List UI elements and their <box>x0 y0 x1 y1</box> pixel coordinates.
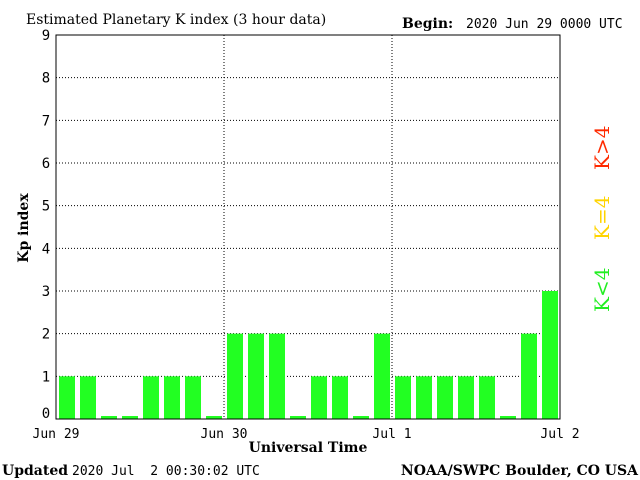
y-tick-label: 0 <box>42 406 50 422</box>
bar <box>353 416 369 419</box>
y-tick-label: 9 <box>42 28 50 44</box>
y-tick-label: 7 <box>42 113 50 129</box>
plot-frame <box>55 34 561 420</box>
bar <box>416 376 432 419</box>
y-tick-label: 3 <box>42 284 50 300</box>
bar <box>227 333 243 419</box>
bar <box>164 376 180 419</box>
x-tick-label: Jul 2 <box>540 427 579 442</box>
legend-mid: K=4 <box>590 196 614 240</box>
legend: K>4 K=4 K<4 <box>590 126 614 312</box>
y-tick-label: 1 <box>42 369 50 385</box>
x-tick-label: Jul 1 <box>372 427 411 442</box>
updated-value: 2020 Jul 2 00:30:02 UTC <box>72 464 260 479</box>
bar <box>311 376 327 419</box>
bar <box>437 376 453 419</box>
bar <box>80 376 96 419</box>
bar <box>542 291 558 419</box>
bar <box>248 333 264 419</box>
bar <box>101 416 117 419</box>
y-tick-label: 4 <box>42 241 50 257</box>
y-tick-label: 2 <box>42 327 50 343</box>
bar <box>206 416 222 419</box>
bar <box>500 416 516 419</box>
bar <box>59 376 75 419</box>
bar <box>332 376 348 419</box>
updated-label: Updated <box>2 463 68 479</box>
y-tick-label: 5 <box>42 199 50 215</box>
bar <box>479 376 495 419</box>
y-tick-label: 6 <box>42 156 50 172</box>
source-label: NOAA/SWPC Boulder, CO USA <box>401 463 639 479</box>
legend-low: K<4 <box>590 268 614 312</box>
bar <box>143 376 159 419</box>
y-tick-label: 8 <box>42 71 50 87</box>
legend-high: K>4 <box>590 126 614 170</box>
y-axis-label: Kp index <box>16 193 32 263</box>
begin-label: Begin: <box>402 16 453 32</box>
bar <box>185 376 201 419</box>
bar <box>122 416 138 419</box>
x-tick-label: Jun 30 <box>201 427 248 442</box>
bar <box>290 416 306 419</box>
bar <box>374 333 390 419</box>
bar <box>521 333 537 419</box>
bar <box>458 376 474 419</box>
chart-title: Estimated Planetary K index (3 hour data… <box>26 12 326 28</box>
x-axis-label: Universal Time <box>249 440 368 456</box>
plot-area: 0 1 2 3 4 5 6 7 8 9 Jun 29 Jun 30 Jul 1 Jul 2 <box>33 28 580 442</box>
bar <box>395 376 411 419</box>
bar <box>269 333 285 419</box>
x-tick-label: Jun 29 <box>33 427 80 442</box>
begin-value: 2020 Jun 29 0000 UTC <box>466 17 623 32</box>
